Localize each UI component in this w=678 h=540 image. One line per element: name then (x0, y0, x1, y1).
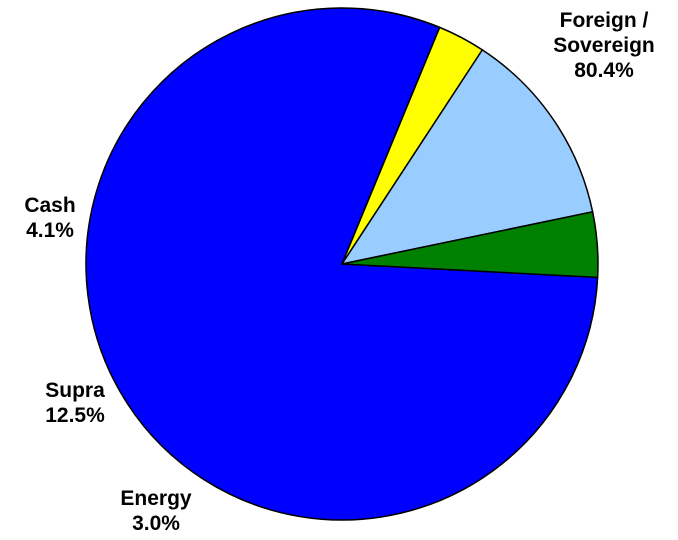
slice-value-label: 80.4% (574, 59, 634, 82)
slice-label: Energy 3.0% (120, 487, 192, 535)
slice-value-label: 4.1% (26, 219, 74, 242)
slice-value-label: 12.5% (45, 404, 105, 427)
pie-slice (341, 211, 599, 279)
slice-labels: Foreign / Sovereign 80.4% Energy 3.0% Supra 12… (24, 9, 654, 535)
pie-slices (85, 7, 599, 521)
slice-label: Supra 12.5% (45, 379, 105, 427)
slice-name-label: Energy (120, 487, 192, 510)
slice-label: Cash 4.1% (24, 194, 75, 242)
slice-name-label: Supra (45, 379, 105, 402)
slice-name-label: Cash (24, 194, 75, 217)
slice-label: Foreign / Sovereign 80.4% (553, 9, 655, 82)
slice-name-label: Sovereign (553, 34, 655, 57)
slice-value-label: 3.0% (132, 512, 180, 535)
pie-slice (341, 49, 594, 265)
slice-name-label: Foreign / (560, 9, 649, 32)
